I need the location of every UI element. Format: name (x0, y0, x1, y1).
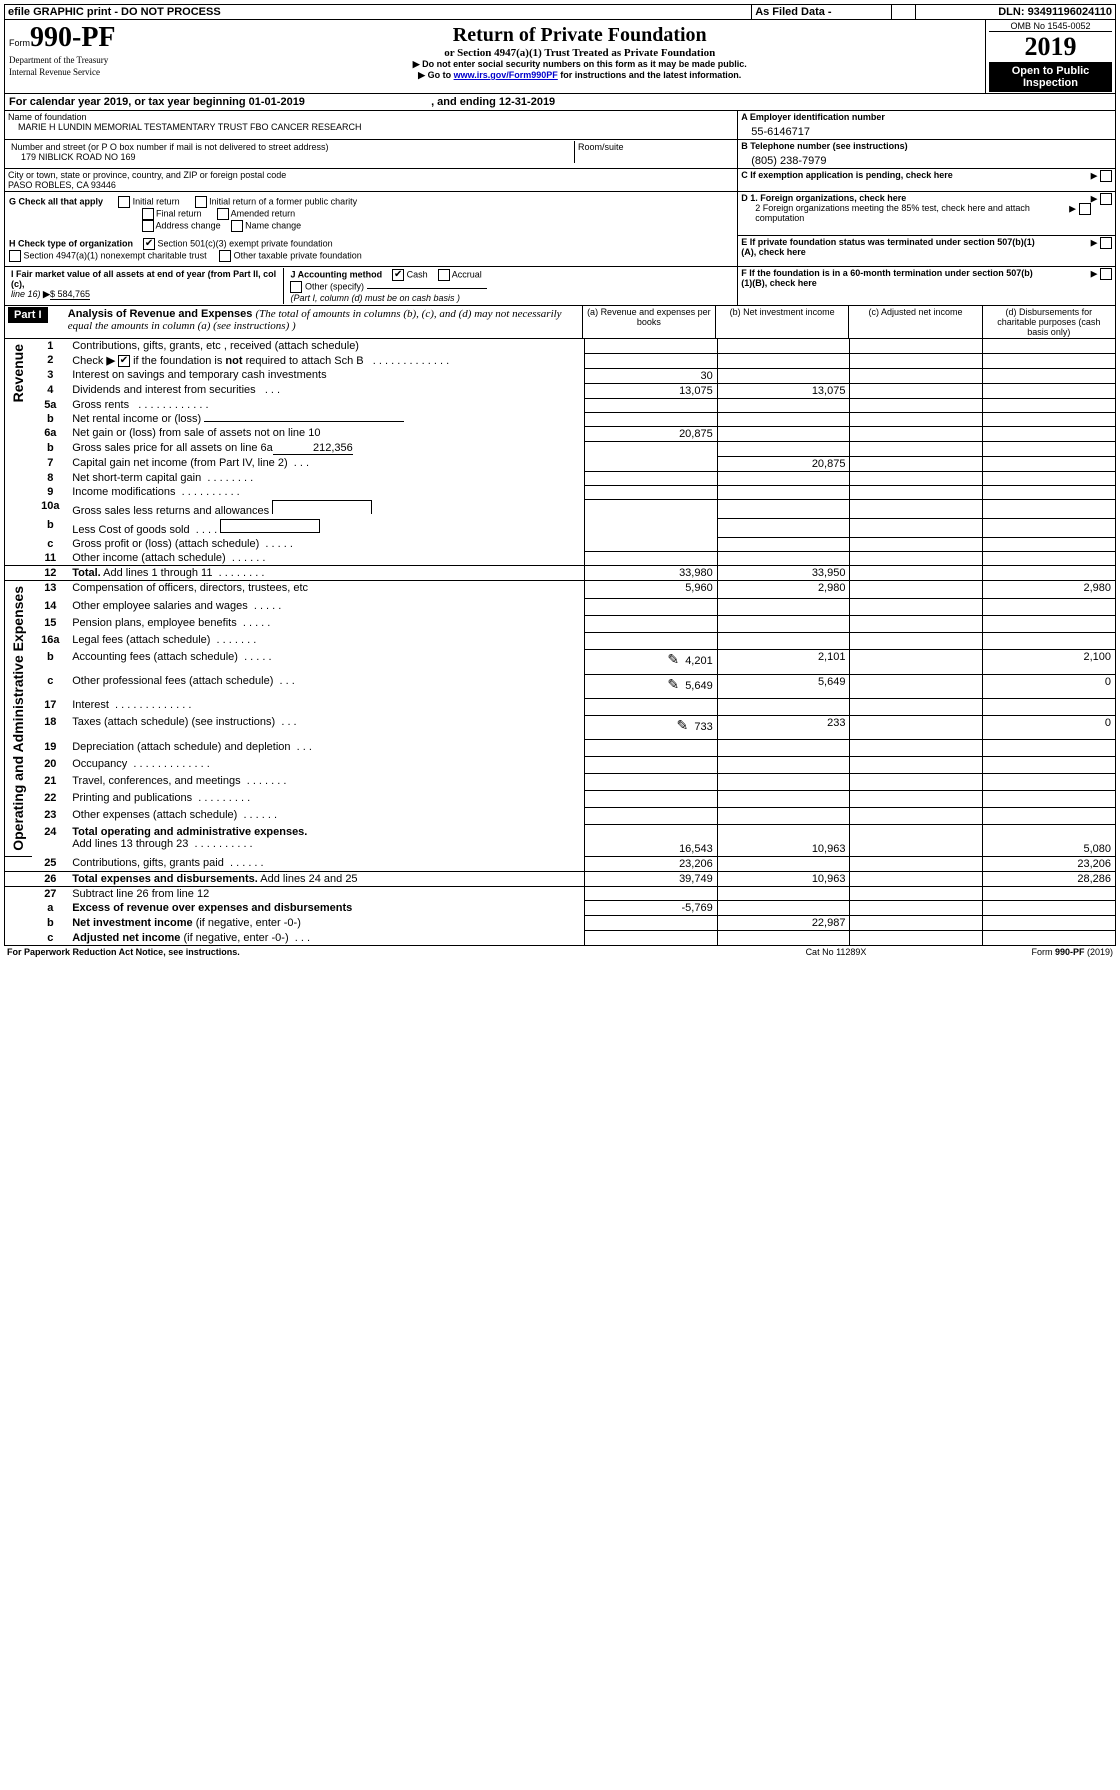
j-label: J Accounting method (290, 269, 382, 279)
j-other-checkbox[interactable] (290, 281, 302, 293)
col-d-header: (d) Disbursements for charitable purpose… (982, 306, 1115, 339)
col-b-header: (b) Net investment income (716, 306, 849, 339)
part1-label: Part I (8, 307, 48, 323)
col-a-header: (a) Revenue and expenses per books (582, 306, 715, 339)
city-value: PASO ROBLES, CA 93446 (8, 180, 734, 190)
f-checkbox[interactable] (1100, 268, 1112, 280)
name-label: Name of foundation (8, 112, 734, 122)
i-label: I Fair market value of all assets at end… (11, 269, 276, 289)
c-checkbox[interactable] (1100, 170, 1112, 182)
part1-title: Analysis of Revenue and Expenses (68, 308, 253, 320)
top-bar: efile GRAPHIC print - DO NOT PROCESS As … (4, 4, 1116, 20)
revenue-section-label: Revenue (8, 340, 28, 406)
d2-label: 2 Foreign organizations meeting the 85% … (741, 203, 1038, 223)
telephone-value: (805) 238-7979 (741, 151, 1112, 167)
tax-year: 2019 (989, 32, 1112, 62)
ein-value: 55-6146717 (741, 122, 1112, 138)
d2-checkbox[interactable] (1079, 203, 1091, 215)
ein-label: A Employer identification number (741, 112, 1112, 122)
form-word: Form (9, 38, 30, 48)
e-label: E If private foundation status was termi… (741, 237, 1038, 257)
irs-link[interactable]: www.irs.gov/Form990PF (454, 70, 558, 80)
h-other-tax-checkbox[interactable] (219, 250, 231, 262)
form-footer: Form 990-PF (2019) (936, 946, 1116, 958)
j-note: (Part I, column (d) must be on cash basi… (290, 293, 460, 303)
attachment-icon[interactable]: ✎ (667, 676, 679, 692)
g-label: G Check all that apply (9, 196, 103, 206)
h-4947-checkbox[interactable] (9, 250, 21, 262)
form-number: 990-PF (30, 22, 116, 53)
g-amended-checkbox[interactable] (217, 208, 229, 220)
c-label: C If exemption application is pending, c… (741, 170, 953, 180)
address-label: Number and street (or P O box number if … (11, 142, 328, 152)
part1-table: Revenue 1 Contributions, gifts, grants, … (4, 339, 1116, 946)
form-title: Return of Private Foundation (178, 24, 983, 47)
g-name-checkbox[interactable] (231, 220, 243, 232)
calendar-year-line: For calendar year 2019, or tax year begi… (4, 94, 1116, 111)
f-label: F If the foundation is in a 60-month ter… (741, 268, 1038, 288)
as-filed-blank (892, 5, 916, 20)
foundation-name: MARIE H LUNDIN MEMORIAL TESTAMENTARY TRU… (8, 122, 734, 132)
page-footer: For Paperwork Reduction Act Notice, see … (4, 946, 1116, 958)
as-filed-label: As Filed Data - (752, 5, 892, 20)
cat-number: Cat No 11289X (736, 946, 936, 958)
g-address-checkbox[interactable] (142, 220, 154, 232)
expenses-section-label: Operating and Administrative Expenses (8, 582, 28, 855)
dept-treasury: Department of the Treasury (9, 55, 108, 65)
i-value: $ 584,765 (50, 289, 90, 300)
e-checkbox[interactable] (1100, 237, 1112, 249)
g-initial-former-checkbox[interactable] (195, 196, 207, 208)
table-row: 2 Check ▶ ✔ if the foundation is not req… (5, 353, 1116, 368)
paperwork-notice: For Paperwork Reduction Act Notice, see … (4, 946, 736, 958)
note-ssn: Do not enter social security numbers on … (422, 59, 747, 69)
g-final-checkbox[interactable] (142, 208, 154, 220)
efile-notice: efile GRAPHIC print - DO NOT PROCESS (5, 5, 752, 20)
city-label: City or town, state or province, country… (8, 170, 286, 180)
form-subtitle: or Section 4947(a)(1) Trust Treated as P… (178, 47, 983, 59)
g-initial-checkbox[interactable] (118, 196, 130, 208)
h-501c3-checkbox[interactable]: ✔ (143, 238, 155, 250)
identification-block: Name of foundation MARIE H LUNDIN MEMORI… (4, 111, 1116, 306)
j-cash-checkbox[interactable]: ✔ (392, 269, 404, 281)
d1-label: D 1. Foreign organizations, check here (741, 193, 906, 203)
form-header: Form990-PF Department of the Treasury In… (4, 20, 1116, 94)
irs-label: Internal Revenue Service (9, 67, 100, 77)
address-value: 179 NIBLICK ROAD NO 169 (11, 152, 571, 162)
col-c-header: (c) Adjusted net income (849, 306, 982, 339)
telephone-label: B Telephone number (see instructions) (741, 141, 1112, 151)
part1-header: Part I Analysis of Revenue and Expenses … (4, 306, 1116, 339)
dln: DLN: 93491196024110 (916, 5, 1116, 20)
open-to-public: Open to Public Inspection (989, 62, 1112, 92)
d1-checkbox[interactable] (1100, 193, 1112, 205)
h-label: H Check type of organization (9, 238, 133, 248)
attachment-icon[interactable]: ✎ (677, 717, 689, 733)
schB-checkbox[interactable]: ✔ (118, 355, 130, 367)
attachment-icon[interactable]: ✎ (667, 651, 679, 667)
j-accrual-checkbox[interactable] (438, 269, 450, 281)
omb-number: OMB No 1545-0052 (989, 21, 1112, 32)
room-suite-label: Room/suite (574, 141, 734, 163)
